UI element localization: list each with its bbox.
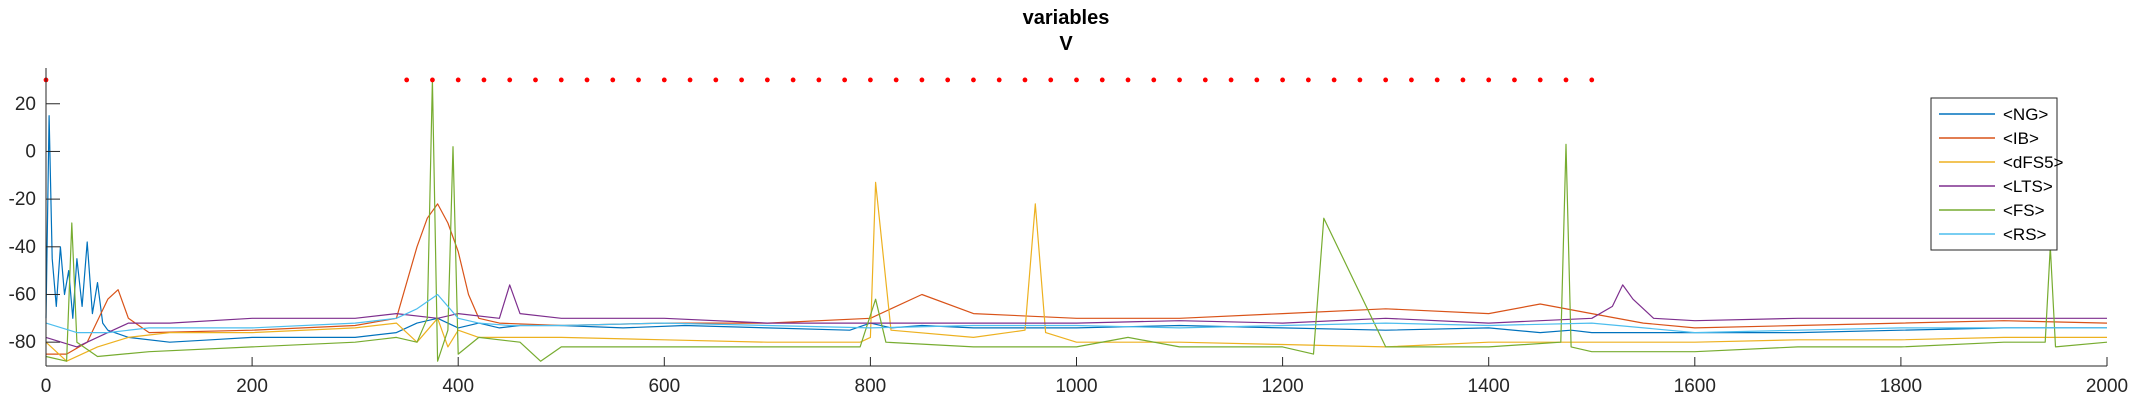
series-line-3 [45, 284, 2107, 348]
marker-dot-14 [764, 77, 770, 83]
marker-dot-3 [481, 77, 487, 83]
x-tick-label-6: 1200 [1261, 376, 1303, 397]
marker-dot-22 [971, 77, 976, 83]
x-tick-label-3: 600 [648, 376, 680, 397]
marker-dot-41 [1460, 77, 1466, 83]
marker-dot-7 [584, 77, 590, 83]
marker-dot-34 [1280, 77, 1285, 83]
marker-dot-23 [996, 77, 1002, 83]
x-tick-label-10: 2000 [2086, 376, 2128, 397]
y-tick-label-4: -60 [9, 284, 36, 305]
marker-dot-9 [636, 77, 641, 83]
marker-dot-13 [739, 77, 744, 83]
marker-dot-32 [1228, 77, 1234, 83]
marker-dot-37 [1357, 77, 1363, 83]
marker-dot-39 [1409, 77, 1414, 83]
marker-dot-31 [1202, 77, 1208, 83]
marker-dot-25 [1048, 77, 1054, 83]
legend-label-2: <dFS5> [2003, 153, 2064, 172]
marker-dot-15 [790, 77, 796, 83]
marker-dot-17 [842, 77, 848, 83]
legend-box [1930, 97, 2058, 251]
plot-area [43, 77, 2108, 362]
y-tick-label-5: -80 [9, 332, 36, 353]
y-tick-label-3: -40 [9, 237, 36, 258]
y-tick-label-0: 20 [15, 94, 36, 115]
marker-dot-11 [687, 77, 693, 83]
x-tick-label-1: 200 [236, 376, 268, 397]
marker-dot-20 [919, 77, 925, 83]
marker-dot-38 [1383, 77, 1389, 83]
x-tick-label-2: 400 [442, 376, 474, 397]
marker-dot-12 [713, 77, 719, 83]
marker-dot-27 [1099, 77, 1105, 83]
marker-dot-29 [1151, 77, 1157, 83]
x-tick-label-4: 800 [855, 376, 887, 397]
marker-dot-43 [1512, 77, 1517, 83]
marker-dot-36 [1331, 77, 1337, 83]
series-line-4 [45, 79, 2108, 362]
x-tick-label-7: 1400 [1468, 376, 1510, 397]
marker-dot-44 [1537, 77, 1543, 83]
marker-dot-19 [893, 77, 899, 83]
x-tick-label-8: 1600 [1674, 376, 1716, 397]
marker-dot-18 [868, 77, 873, 83]
series-line-0 [45, 115, 2107, 343]
marker-dot-35 [1305, 77, 1311, 83]
legend-label-4: <FS> [2003, 201, 2045, 220]
x-tick-label-5: 1000 [1055, 376, 1097, 397]
marker-dot-0 [404, 77, 410, 83]
marker-dot-33 [1254, 77, 1260, 83]
marker-dot-16 [816, 77, 822, 83]
legend-label-1: <IB> [2003, 129, 2039, 148]
legend-label-3: <LTS> [2003, 177, 2053, 196]
y-tick-label-2: -20 [9, 189, 36, 210]
series-line-1 [46, 203, 2108, 355]
y-tick-label-1: 0 [25, 141, 36, 162]
chart-title: variables [1023, 7, 1110, 29]
marker-dot-8 [610, 77, 616, 83]
chart-subtitle: V [1059, 33, 1073, 55]
x-tick-label-9: 1800 [1880, 376, 1922, 397]
axes: 0 200 400 600 800 1000 1200 1400 1600 1800 2000200… [9, 68, 2128, 397]
marker-dot-2 [455, 77, 461, 83]
marker-dot-10 [661, 77, 667, 83]
marker-dot-6 [558, 77, 564, 83]
marker-dot-42 [1486, 77, 1492, 83]
legend-label-5: <RS> [2003, 225, 2047, 244]
marker-dot-24 [1022, 77, 1028, 83]
marker-dot-45 [1563, 77, 1569, 83]
marker-dot-46 [1589, 77, 1595, 83]
marker-dot-21 [945, 77, 951, 83]
marker-dot-30 [1177, 77, 1182, 83]
marker-dot-26 [1074, 77, 1079, 83]
series-line-2 [45, 181, 2107, 362]
series-line-5 [45, 293, 2107, 334]
marker-dot-1 [430, 77, 435, 83]
marker-dot-5 [533, 77, 538, 83]
x-tick-label-0: 0 [41, 376, 52, 397]
marker-dot-4 [507, 77, 513, 83]
marker-dot-40 [1434, 77, 1440, 83]
marker-dot-28 [1125, 77, 1131, 83]
legend-label-0: <NG> [2003, 105, 2048, 124]
legend: <NG> <IB> <dFS5> <LTS> <FS> <RS> [1930, 97, 2064, 251]
